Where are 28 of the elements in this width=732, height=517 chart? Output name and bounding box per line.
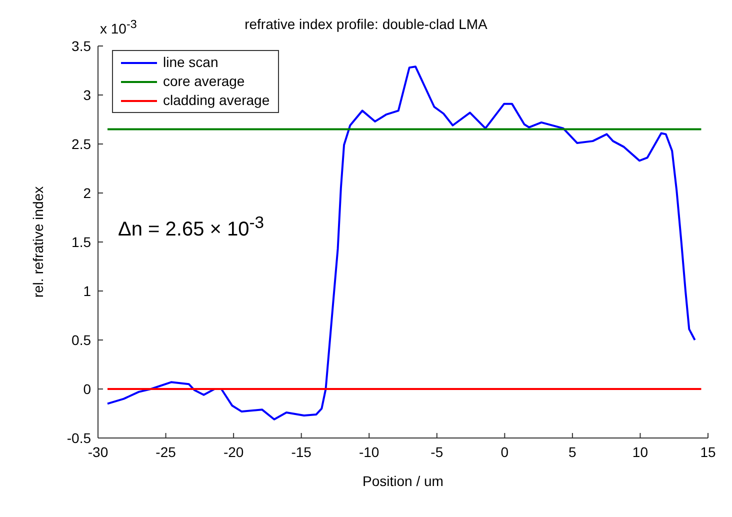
legend-label: line scan bbox=[163, 53, 218, 72]
legend-label: cladding average bbox=[163, 91, 270, 110]
y-axis-title: rel. refrative index bbox=[30, 186, 46, 298]
line-series bbox=[106, 66, 696, 420]
x-tick-label: -15 bbox=[291, 444, 312, 460]
y-tick-label: 0 bbox=[83, 380, 92, 397]
x-tick-label: -5 bbox=[430, 444, 444, 460]
x-tick-label: 10 bbox=[632, 444, 648, 460]
x-tick-label: -20 bbox=[223, 444, 244, 460]
text: x 10$^{-3}$ bbox=[100, 18, 137, 37]
y-tick-label: 2.5 bbox=[72, 136, 92, 152]
annotation: Δn = 2.65 × 10$^{-3}$ bbox=[118, 213, 264, 242]
legend-label: core average bbox=[163, 72, 245, 91]
x-tick-label: 5 bbox=[568, 444, 577, 460]
y-tick-label: 1.5 bbox=[72, 234, 92, 250]
y-tick-label: 1 bbox=[83, 282, 92, 299]
y-tick-label: 0.5 bbox=[72, 332, 92, 348]
x-tick-label: 15 bbox=[700, 444, 716, 460]
y-tick-label: 3.5 bbox=[72, 38, 92, 54]
y-tick-label: 3 bbox=[83, 86, 92, 103]
y-tick-label: 2 bbox=[83, 184, 92, 201]
x-tick-label: -30 bbox=[88, 444, 108, 460]
x-axis-title: Position / um bbox=[362, 473, 444, 489]
chart-title: refrative index profile: double-clad LMA bbox=[244, 16, 488, 32]
x-tick-label: 0 bbox=[500, 444, 509, 460]
y-tick-label: -0.5 bbox=[66, 430, 92, 446]
x-tick-label: -10 bbox=[358, 444, 380, 460]
x-tick-label: -25 bbox=[156, 444, 176, 460]
